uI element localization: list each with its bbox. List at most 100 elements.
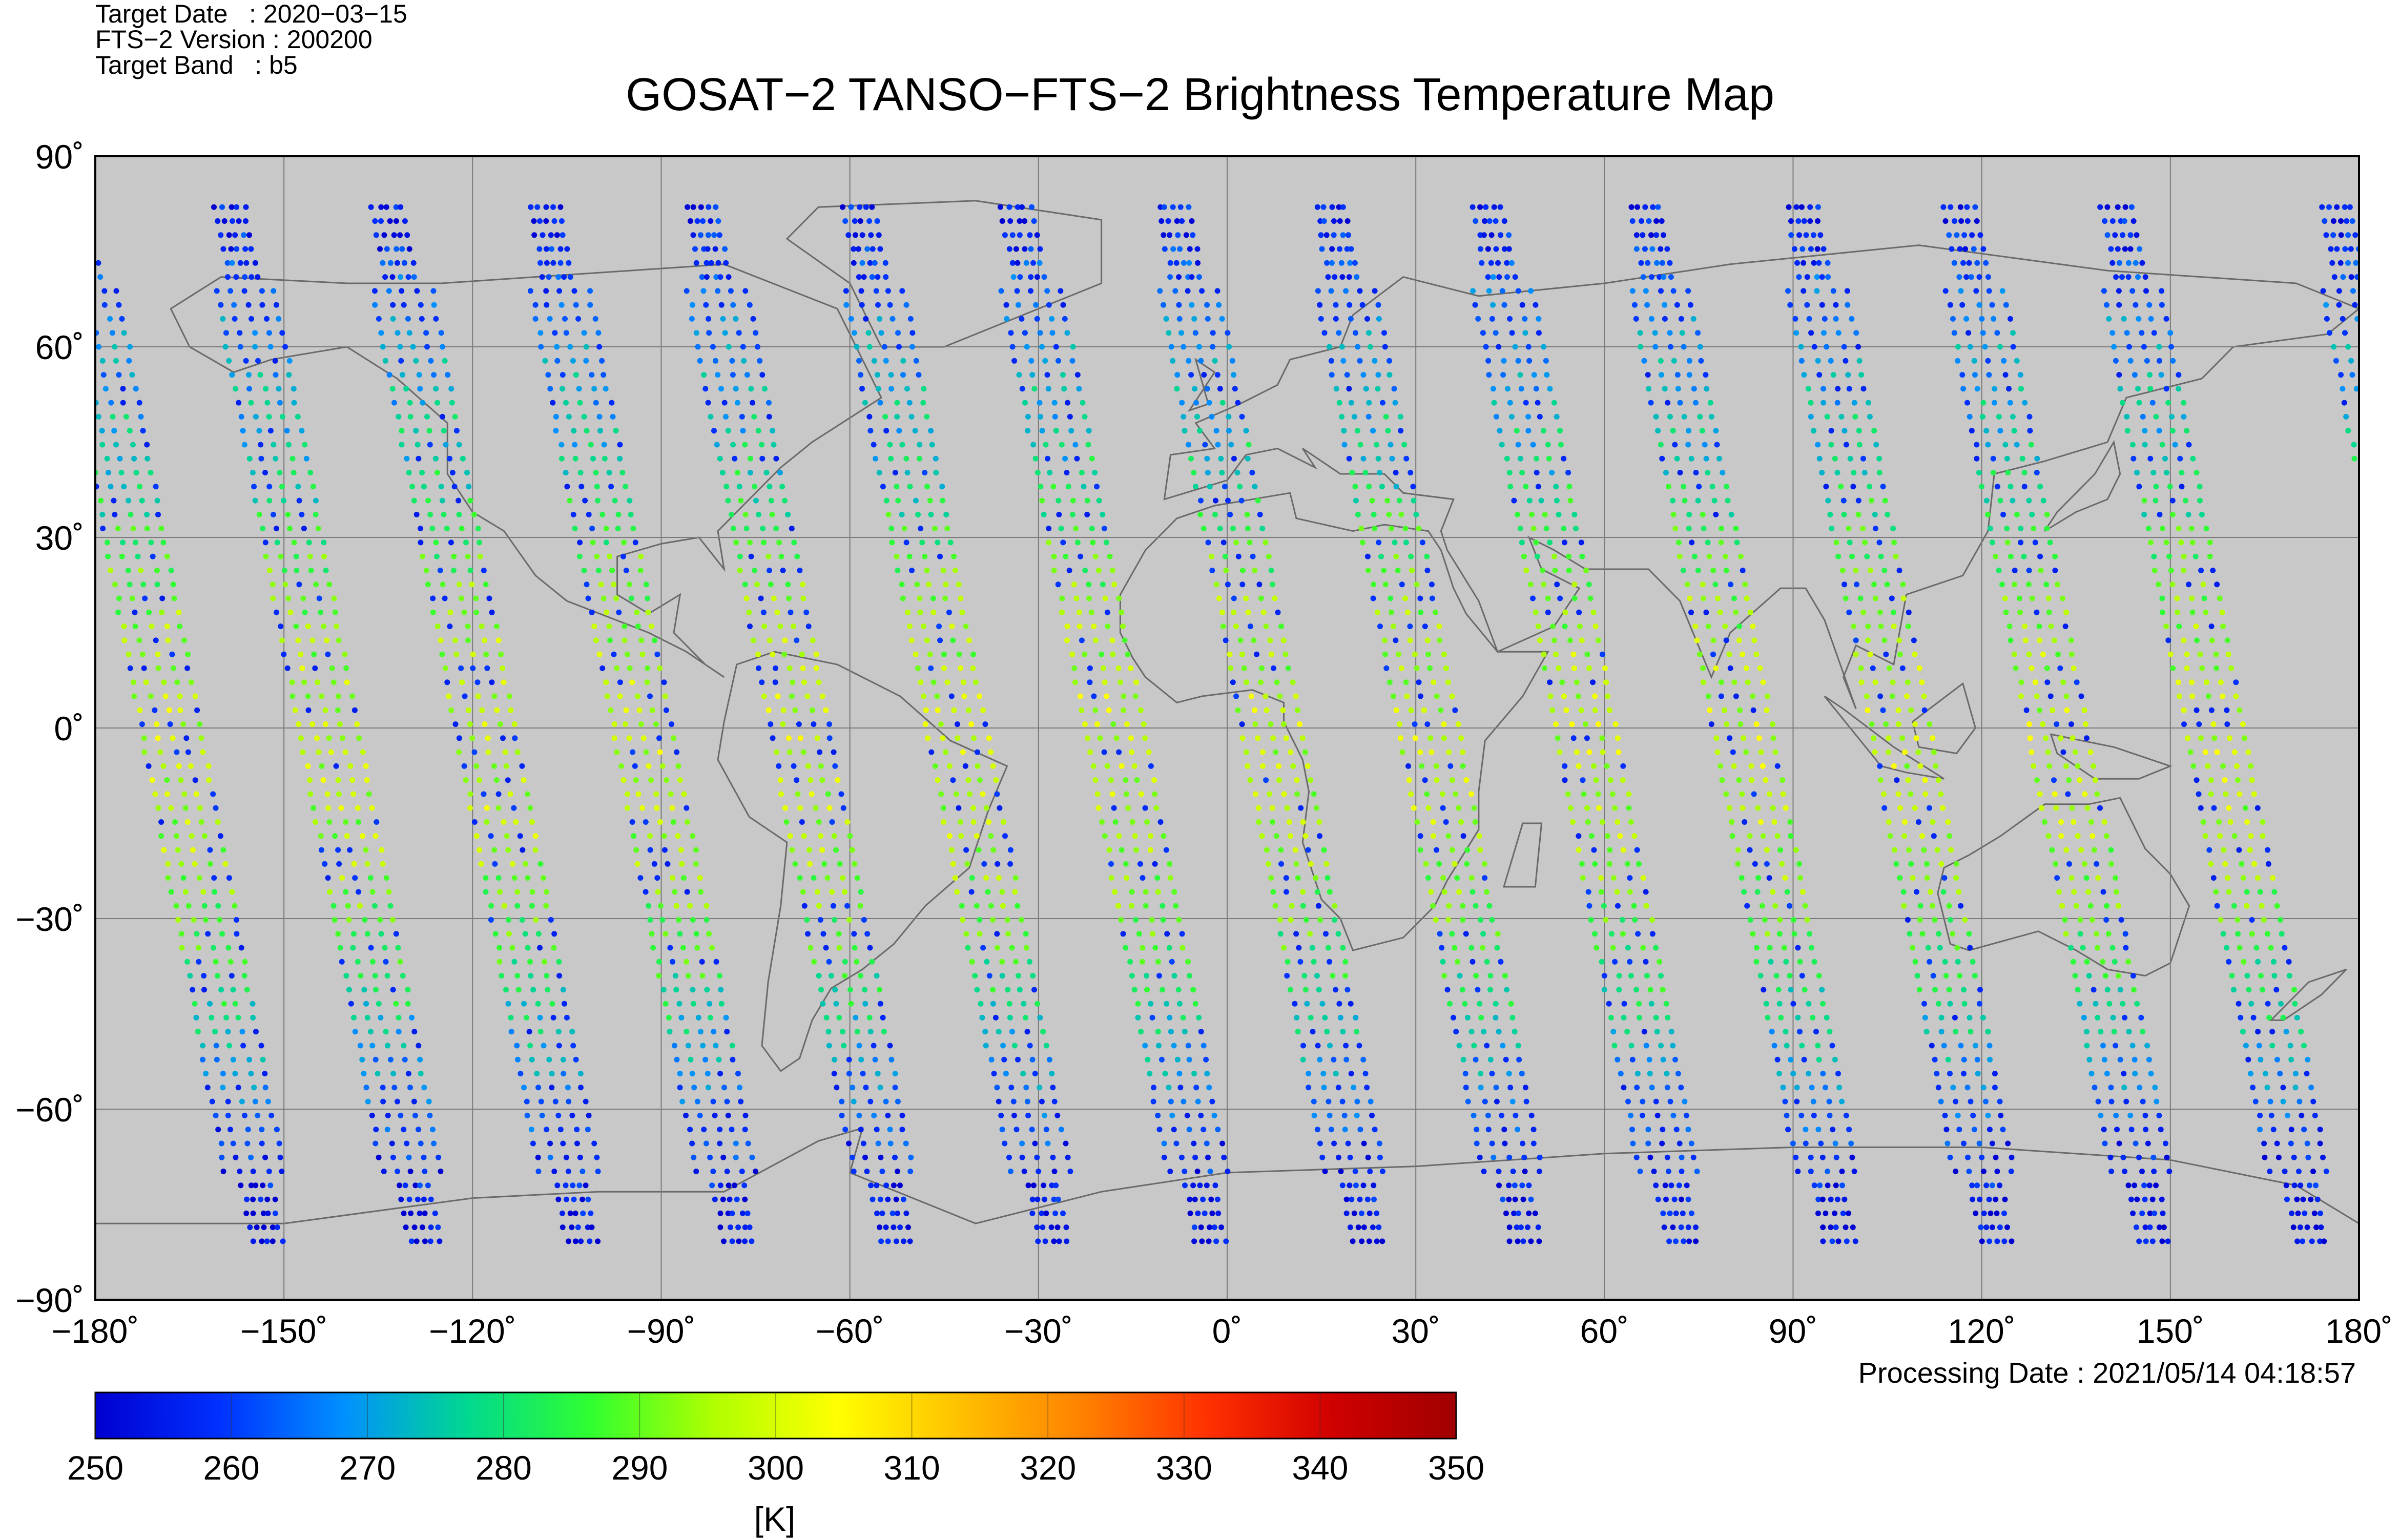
data-point — [1199, 1238, 1205, 1244]
data-point — [737, 553, 743, 559]
data-point — [948, 693, 955, 699]
data-point — [1671, 1196, 1678, 1202]
data-point — [917, 442, 923, 448]
data-point — [1191, 1071, 1197, 1077]
data-point — [473, 833, 480, 839]
data-point — [618, 763, 625, 769]
data-point — [2340, 316, 2346, 322]
data-point — [1983, 1224, 1990, 1231]
data-point — [716, 232, 722, 238]
data-point — [754, 581, 760, 588]
data-point — [1520, 1196, 1526, 1202]
data-point — [1008, 1085, 1015, 1091]
data-point — [1359, 539, 1365, 546]
data-point — [547, 1140, 553, 1147]
data-point — [410, 260, 417, 266]
data-point — [420, 400, 426, 406]
data-point — [1190, 987, 1196, 993]
data-point — [1515, 1210, 1521, 1216]
data-point — [261, 1224, 267, 1231]
data-point — [1628, 1043, 1635, 1049]
data-point — [1537, 637, 1543, 643]
data-point — [2022, 400, 2028, 406]
data-point — [1771, 1043, 1777, 1049]
data-point — [2100, 1043, 2106, 1049]
data-point — [513, 819, 519, 825]
data-point — [1796, 274, 1802, 280]
data-point — [574, 1140, 580, 1147]
data-point — [133, 470, 139, 475]
data-point — [774, 749, 780, 755]
data-point — [1109, 568, 1115, 573]
data-point — [1465, 1098, 1471, 1105]
data-point — [1471, 805, 1477, 811]
data-point — [458, 665, 464, 671]
data-point — [1997, 1224, 2003, 1231]
data-point — [1408, 791, 1414, 797]
data-point — [1509, 1098, 1516, 1105]
data-point — [919, 539, 925, 546]
data-point — [1393, 484, 1399, 490]
data-point — [1561, 526, 1567, 532]
data-point — [1979, 1154, 1985, 1160]
data-point — [611, 651, 617, 657]
data-point — [108, 568, 114, 573]
data-point — [2032, 679, 2038, 685]
data-point — [1085, 735, 1091, 741]
data-point — [1764, 847, 1770, 853]
data-point — [1954, 232, 1960, 238]
data-point — [2071, 819, 2077, 825]
data-point — [1792, 316, 1798, 322]
data-point — [825, 1029, 832, 1035]
data-point — [1643, 889, 1649, 895]
data-point — [477, 777, 483, 783]
data-point — [2345, 428, 2351, 434]
data-point — [1216, 595, 1222, 601]
data-point — [879, 1210, 885, 1216]
data-point — [1085, 442, 1091, 448]
data-point — [794, 637, 800, 643]
data-point — [1846, 1127, 1852, 1133]
data-point — [716, 973, 722, 979]
data-point — [748, 553, 754, 559]
data-point — [1578, 539, 1584, 546]
data-point — [505, 917, 511, 923]
data-point — [1303, 917, 1309, 923]
data-point — [150, 553, 156, 559]
data-point — [1601, 987, 1607, 993]
data-point — [1176, 302, 1182, 308]
data-point — [1587, 595, 1594, 601]
data-point — [1846, 386, 1852, 392]
data-point — [2052, 568, 2058, 573]
data-point — [1103, 539, 1109, 546]
data-point — [366, 791, 372, 797]
data-point — [1713, 735, 1720, 741]
data-point — [896, 344, 902, 350]
data-point — [1429, 595, 1435, 601]
data-point — [877, 400, 883, 406]
data-point — [813, 805, 819, 811]
data-point — [1771, 819, 1777, 825]
data-point — [1851, 1169, 1857, 1174]
data-point — [604, 609, 610, 615]
data-point — [273, 455, 279, 462]
data-point — [2324, 316, 2330, 322]
data-point — [2094, 791, 2100, 797]
data-point — [1690, 316, 1696, 322]
data-point — [1493, 413, 1499, 420]
coastline — [785, 200, 1103, 348]
data-point — [351, 1014, 357, 1021]
data-point — [1664, 1071, 1670, 1077]
data-point — [1790, 917, 1796, 923]
data-point — [1131, 987, 1137, 993]
data-point — [2006, 623, 2013, 630]
data-point — [882, 413, 888, 420]
data-point — [1025, 428, 1031, 434]
data-point — [1684, 1182, 1690, 1189]
data-point — [1004, 917, 1010, 923]
data-point — [1219, 609, 1225, 615]
data-point — [170, 735, 176, 741]
data-point — [1713, 665, 1719, 671]
data-point — [980, 707, 986, 713]
data-point — [1696, 651, 1703, 657]
